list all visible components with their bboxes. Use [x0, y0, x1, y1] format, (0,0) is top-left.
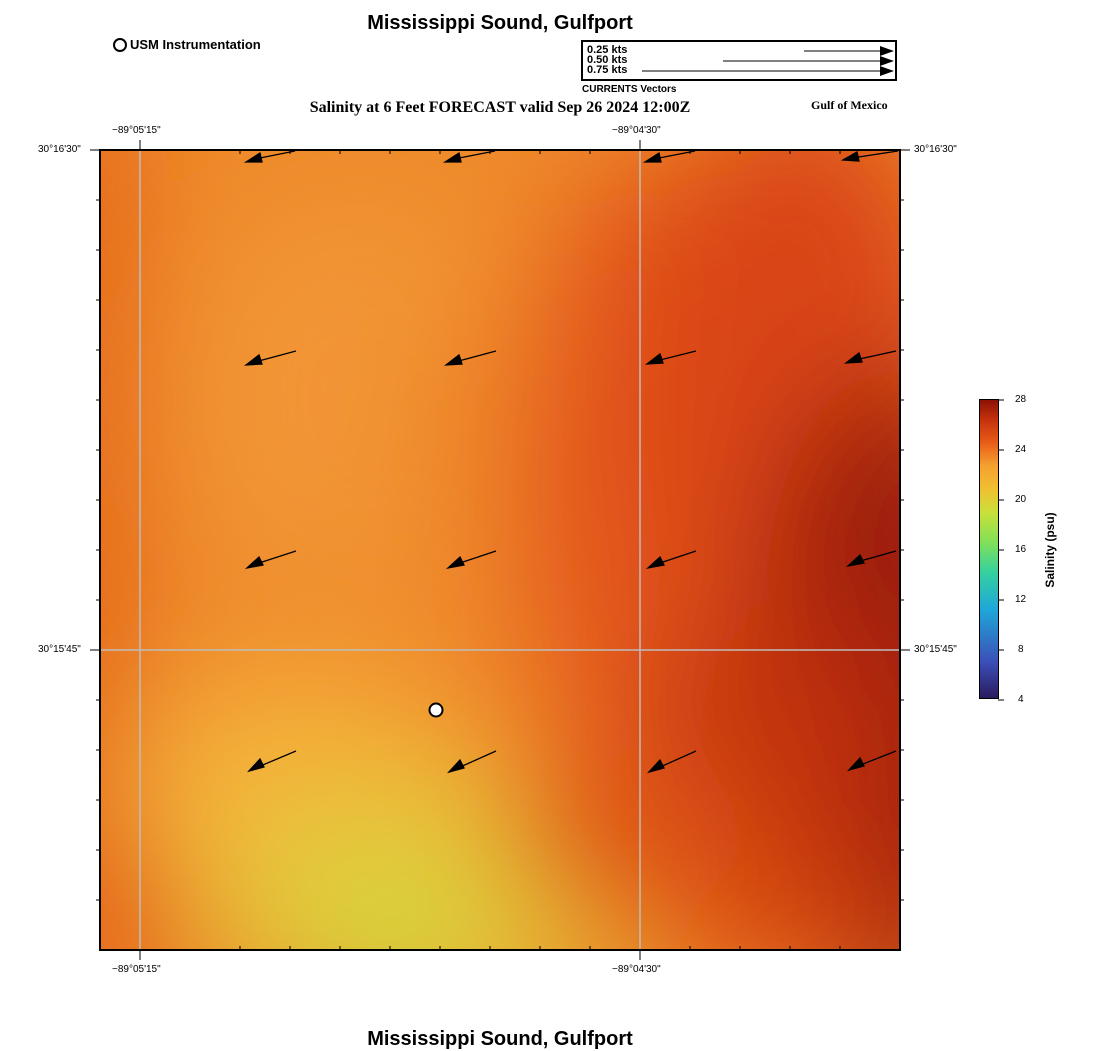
- current-arrow-icon: [644, 350, 697, 365]
- lat-tick-right-2: 30°15'45": [914, 644, 957, 655]
- vector-legend-label-1: 0.25 kts: [587, 44, 628, 56]
- current-arrow-icon: [247, 750, 297, 773]
- lat-tick-left-1: 30°16'30": [38, 144, 81, 155]
- arrow-075-icon: [880, 66, 894, 76]
- current-vectors: [243, 150, 899, 774]
- salinity-colorbar: [979, 399, 999, 699]
- colorbar-tick: 16: [1015, 544, 1027, 555]
- station-legend-label: USM Instrumentation: [130, 37, 261, 52]
- current-arrow-icon: [443, 350, 497, 366]
- colorbar-label: Salinity (psu): [1043, 512, 1057, 588]
- colorbar-tick: 28: [1015, 394, 1027, 405]
- current-arrow-icon: [647, 750, 697, 774]
- lon-tick-bottom-2: −89°04'30": [612, 964, 661, 975]
- vector-legend-arrows: [642, 46, 894, 76]
- current-arrow-icon: [244, 550, 297, 570]
- salinity-map[interactable]: [90, 140, 910, 960]
- vector-legend-label-3: 0.75 kts: [587, 64, 628, 76]
- current-arrow-icon: [442, 150, 496, 163]
- map-title: Mississippi Sound, Gulfport: [367, 12, 633, 34]
- lat-tick-right-1: 30°16'30": [914, 144, 957, 155]
- current-arrow-icon: [243, 350, 297, 366]
- lat-tick-left-2: 30°15'45": [38, 644, 81, 655]
- colorbar-tick: 8: [1018, 644, 1024, 655]
- colorbar-tick: 12: [1015, 594, 1027, 605]
- lon-tick-top-2: −89°04'30": [612, 125, 661, 136]
- current-arrow-icon: [840, 150, 899, 162]
- current-arrow-icon: [445, 550, 497, 570]
- usm-station-marker: [428, 702, 444, 718]
- salinity-field: [100, 150, 900, 950]
- lon-tick-top-1: −89°05'15": [112, 125, 161, 136]
- colorbar-ticks: [998, 399, 1004, 701]
- vector-legend-box: 0.25 kts 0.50 kts 0.75 kts: [581, 40, 897, 81]
- graticule: [100, 150, 900, 950]
- current-arrow-icon: [847, 750, 897, 772]
- vector-legend-label-2: 0.50 kts: [587, 54, 628, 66]
- region-label: Gulf of Mexico: [811, 98, 888, 112]
- station-legend: USM Instrumentation: [113, 37, 261, 52]
- colorbar-tick: 20: [1015, 494, 1027, 505]
- lon-tick-bottom-1: −89°05'15": [112, 964, 161, 975]
- station-marker-icon: [113, 37, 127, 52]
- colorbar-tick: 24: [1015, 444, 1027, 455]
- arrow-050-icon: [880, 56, 894, 66]
- current-arrow-icon: [843, 350, 897, 364]
- frame-ticks: [90, 140, 910, 960]
- current-arrow-icon: [243, 150, 296, 163]
- current-arrow-icon: [447, 750, 497, 774]
- current-arrow-icon: [645, 550, 697, 570]
- vector-legend-caption: CURRENTS Vectors: [582, 84, 677, 95]
- footer-title: Mississippi Sound, Gulfport: [367, 1028, 633, 1050]
- colorbar-tick: 4: [1018, 694, 1024, 705]
- map-subtitle: Salinity at 6 Feet FORECAST valid Sep 26…: [309, 99, 691, 116]
- current-arrow-icon: [845, 550, 897, 568]
- arrow-025-icon: [880, 46, 894, 56]
- current-arrow-icon: [642, 150, 696, 163]
